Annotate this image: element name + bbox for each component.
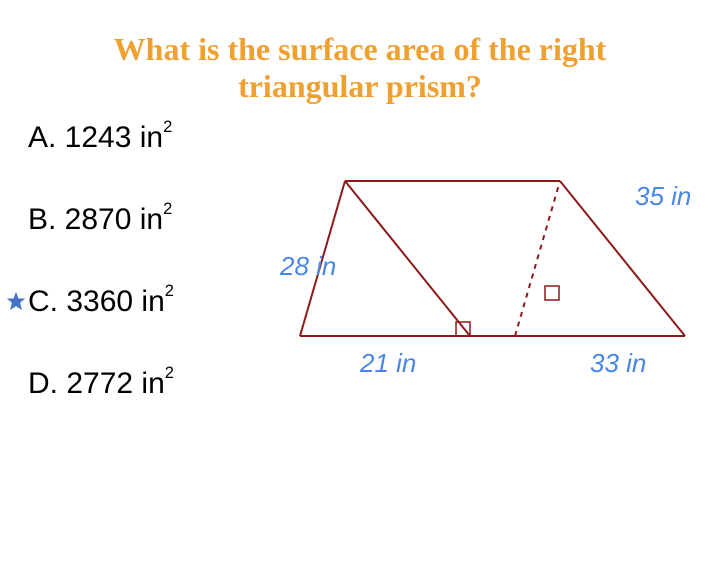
title-text: What is the surface area of the right tr… [114,31,607,104]
answer-option[interactable]: D. 2772 in2 [28,367,174,401]
option-label: A. 1243 in [28,121,163,154]
star-icon [6,291,26,311]
dimension-label: 21 in [360,348,416,379]
option-label: D. 2772 in [28,367,165,400]
option-exponent: 2 [165,364,174,382]
answer-option[interactable]: B. 2870 in2 [28,203,174,237]
answer-option[interactable]: C. 3360 in2 [28,285,174,319]
answer-options: A. 1243 in2B. 2870 in2C. 3360 in2D. 2772… [28,121,174,449]
option-label: C. 3360 in [28,285,165,318]
dimension-label: 28 in [280,251,336,282]
hidden-edge [515,181,560,336]
option-exponent: 2 [165,282,174,300]
option-exponent: 2 [163,200,172,218]
visible-edge [345,181,470,336]
right-angle-icon [545,286,559,300]
dimension-label: 33 in [590,348,646,379]
answer-option[interactable]: A. 1243 in2 [28,121,174,155]
dimension-label: 35 in [635,181,691,212]
option-label: B. 2870 in [28,203,163,236]
option-exponent: 2 [163,118,172,136]
prism-diagram: 28 in 21 in 35 in 33 in [260,126,700,386]
question-title: What is the surface area of the right tr… [0,21,720,109]
